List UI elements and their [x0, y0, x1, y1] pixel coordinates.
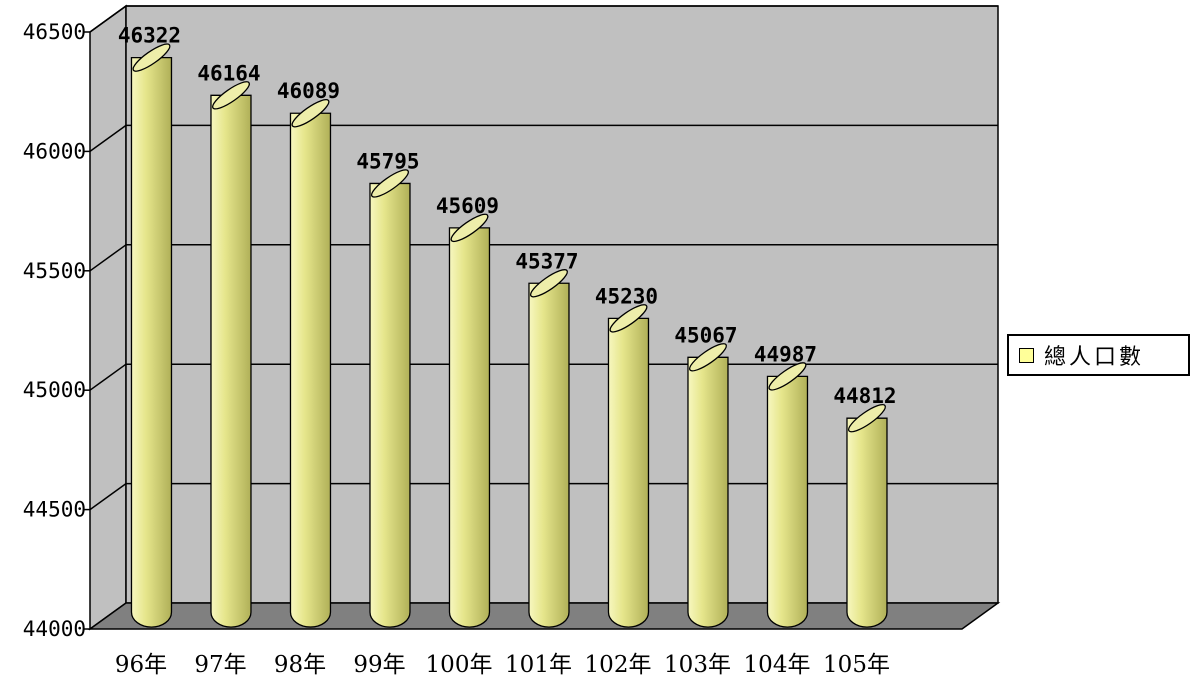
y-tick-label: 45500 — [23, 259, 86, 283]
bar-cap — [291, 99, 330, 128]
x-tick-label: 104年 — [744, 652, 811, 678]
x-tick-label: 96年 — [115, 652, 167, 678]
x-tick-label: 102年 — [585, 652, 652, 678]
bar-body — [846, 417, 888, 628]
x-tick-label: 101年 — [505, 652, 572, 678]
bar-body — [528, 282, 570, 628]
x-tick-label: 99年 — [353, 652, 405, 678]
gridline-side — [89, 244, 127, 272]
x-tick-label: 105年 — [823, 652, 890, 678]
bar-body — [130, 56, 173, 628]
data-label: 44812 — [833, 384, 896, 408]
bar-cap — [529, 269, 568, 298]
bar — [210, 81, 252, 628]
bar-body — [448, 227, 491, 628]
bar-cap — [370, 169, 409, 198]
x-tick-label: 97年 — [194, 652, 246, 678]
bar — [369, 169, 411, 628]
data-label: 45795 — [356, 149, 419, 173]
bar-cap — [768, 362, 807, 391]
bar-cap — [609, 304, 648, 333]
y-axis-ticks: 44000 44500 45000 45500 46000 46500 — [23, 20, 90, 641]
bar — [528, 269, 570, 628]
data-label: 44987 — [754, 342, 817, 366]
bar-cap — [847, 404, 886, 433]
y-tick-label: 44000 — [23, 617, 86, 641]
bar — [130, 43, 173, 628]
gridline-side — [89, 363, 127, 391]
legend-swatch — [1019, 347, 1034, 363]
x-tick-label: 103年 — [664, 652, 731, 678]
bar-cap — [688, 343, 727, 372]
bar — [448, 213, 491, 628]
bar — [289, 99, 332, 628]
gridline-side — [89, 5, 127, 33]
side-wall — [89, 4, 127, 631]
bar-cap — [211, 81, 250, 110]
y-tick-label: 44500 — [23, 498, 86, 522]
bar — [687, 343, 729, 628]
data-labels: 46322 46164 46089 45795 45609 45377 45230 45067… — [118, 24, 897, 409]
bar-body — [369, 182, 411, 628]
x-tick-label: 100年 — [426, 652, 493, 678]
data-label: 46322 — [118, 24, 181, 48]
y-tick-label: 46000 — [23, 139, 86, 163]
bar-body — [766, 375, 809, 628]
data-label: 46164 — [197, 61, 260, 85]
bar-body — [210, 94, 252, 628]
data-label: 45609 — [436, 194, 499, 218]
bar-body — [607, 317, 650, 628]
y-tick-label: 46500 — [23, 20, 86, 44]
data-label: 45377 — [515, 249, 578, 273]
bar-cap — [132, 43, 171, 72]
gridline-side — [89, 124, 127, 153]
x-axis-ticks: 96年 97年 98年 99年 100年 101年 102年 103年 104年 105年 — [115, 652, 890, 678]
bar — [766, 362, 809, 628]
data-label: 45067 — [674, 323, 737, 347]
bars-group — [130, 43, 888, 628]
x-tick-label: 98年 — [274, 652, 326, 678]
bar-body — [289, 112, 332, 628]
legend: 總人口數 — [1007, 334, 1190, 376]
bar-cap — [450, 213, 489, 243]
bar — [607, 304, 650, 628]
data-label: 45230 — [595, 284, 658, 308]
legend-label: 總人口數 — [1044, 345, 1145, 370]
bar — [846, 404, 888, 628]
bar-body — [687, 356, 729, 628]
gridline-side — [89, 482, 127, 511]
data-label: 46089 — [277, 79, 340, 103]
y-tick-label: 45000 — [23, 378, 86, 402]
